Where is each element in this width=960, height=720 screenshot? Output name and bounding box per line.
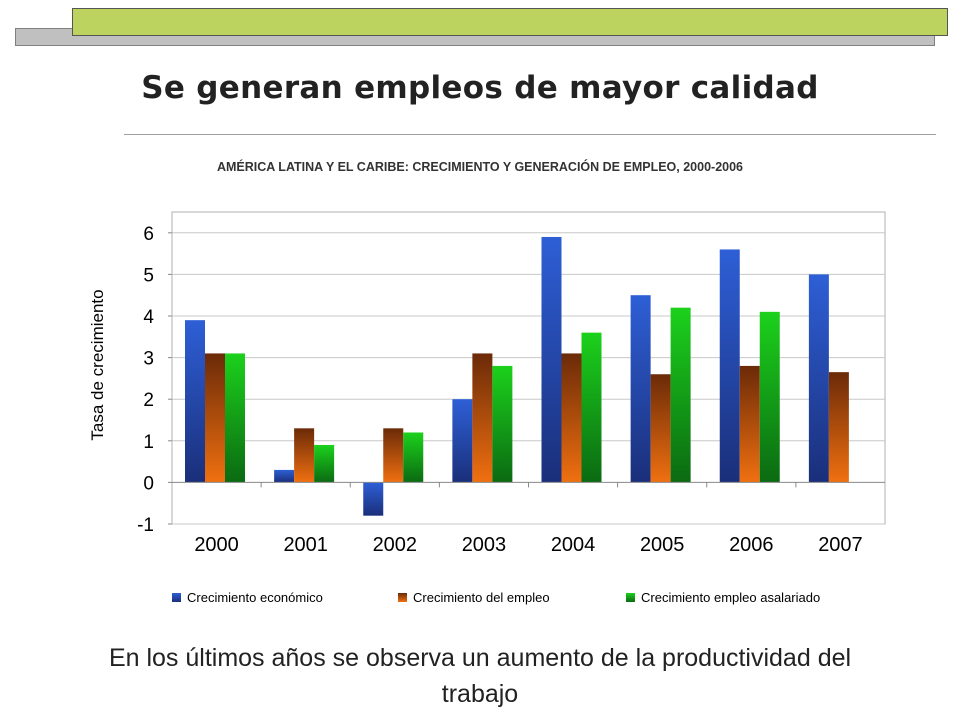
bar-2001-series-1 xyxy=(274,469,295,483)
header-bar-green xyxy=(72,8,948,36)
bar-2000-series-2 xyxy=(205,353,225,483)
bar-2006-series-3 xyxy=(759,311,780,483)
x-tick-label: 2006 xyxy=(729,534,774,556)
chart-title: AMÉRICA LATINA Y EL CARIBE: CRECIMIENTO … xyxy=(216,160,744,174)
slide-title: Se generan empleos de mayor calidad xyxy=(141,70,819,106)
slide-caption: En los últimos años se observa un aument… xyxy=(108,644,852,708)
bar-2005-series-3 xyxy=(670,307,691,483)
bar-2001-series-2 xyxy=(294,428,315,483)
bar-2002-series-2 xyxy=(383,428,404,483)
bar-2007-series-2 xyxy=(828,372,849,483)
y-tick-label: 1 xyxy=(143,432,154,453)
legend-swatch xyxy=(398,593,407,602)
axes: -1 0 1 2 3 4 5 6 2000 2001 2002 2003 2004 2005 2006 200… xyxy=(137,224,885,556)
x-tick-label: 2000 xyxy=(194,534,239,556)
bar-2001-series-3 xyxy=(314,444,335,483)
y-tick-label: 2 xyxy=(143,390,154,411)
legend-label: Crecimiento económico xyxy=(187,590,323,605)
x-tick-label: 2004 xyxy=(551,534,596,556)
y-tick-label: 4 xyxy=(143,307,154,328)
bar-2004-series-1 xyxy=(541,236,562,483)
bar-2007-series-1 xyxy=(808,274,829,483)
title-divider xyxy=(124,134,936,135)
bar-2006-series-2 xyxy=(739,365,760,483)
y-axis-label: Tasa de crecimiento xyxy=(88,289,107,440)
legend-swatch xyxy=(172,593,181,602)
bar-2002-series-1 xyxy=(363,482,384,516)
y-tick-label: 3 xyxy=(143,349,154,370)
bar-2005-series-1 xyxy=(630,295,651,483)
x-tick-label: 2001 xyxy=(283,534,328,556)
bar-2006-series-1 xyxy=(719,249,740,483)
y-tick-label: 5 xyxy=(143,265,154,286)
bar-2003-series-2 xyxy=(472,353,493,483)
legend-label: Crecimiento del empleo xyxy=(413,590,550,605)
bar-2000-series-3 xyxy=(225,353,245,483)
bar-2003-series-1 xyxy=(452,399,473,483)
x-tick-label: 2005 xyxy=(640,534,685,556)
bars xyxy=(185,236,849,516)
y-tick-label: -1 xyxy=(137,515,154,536)
legend: Crecimiento económico Crecimiento del emp… xyxy=(172,590,820,605)
bar-2003-series-3 xyxy=(492,365,513,483)
y-tick-label: 6 xyxy=(143,224,154,245)
legend-swatch xyxy=(626,593,635,602)
y-tick-label: 0 xyxy=(143,473,154,494)
bar-2004-series-2 xyxy=(561,353,582,483)
bar-2000-series-1 xyxy=(185,320,205,483)
x-tick-label: 2002 xyxy=(373,534,418,556)
x-tick-label: 2007 xyxy=(818,534,863,556)
legend-label: Crecimiento empleo asalariado xyxy=(641,590,820,605)
bar-2002-series-3 xyxy=(403,432,424,483)
x-tick-label: 2003 xyxy=(462,534,507,556)
bar-2005-series-2 xyxy=(650,374,671,483)
bar-2004-series-3 xyxy=(581,332,602,483)
